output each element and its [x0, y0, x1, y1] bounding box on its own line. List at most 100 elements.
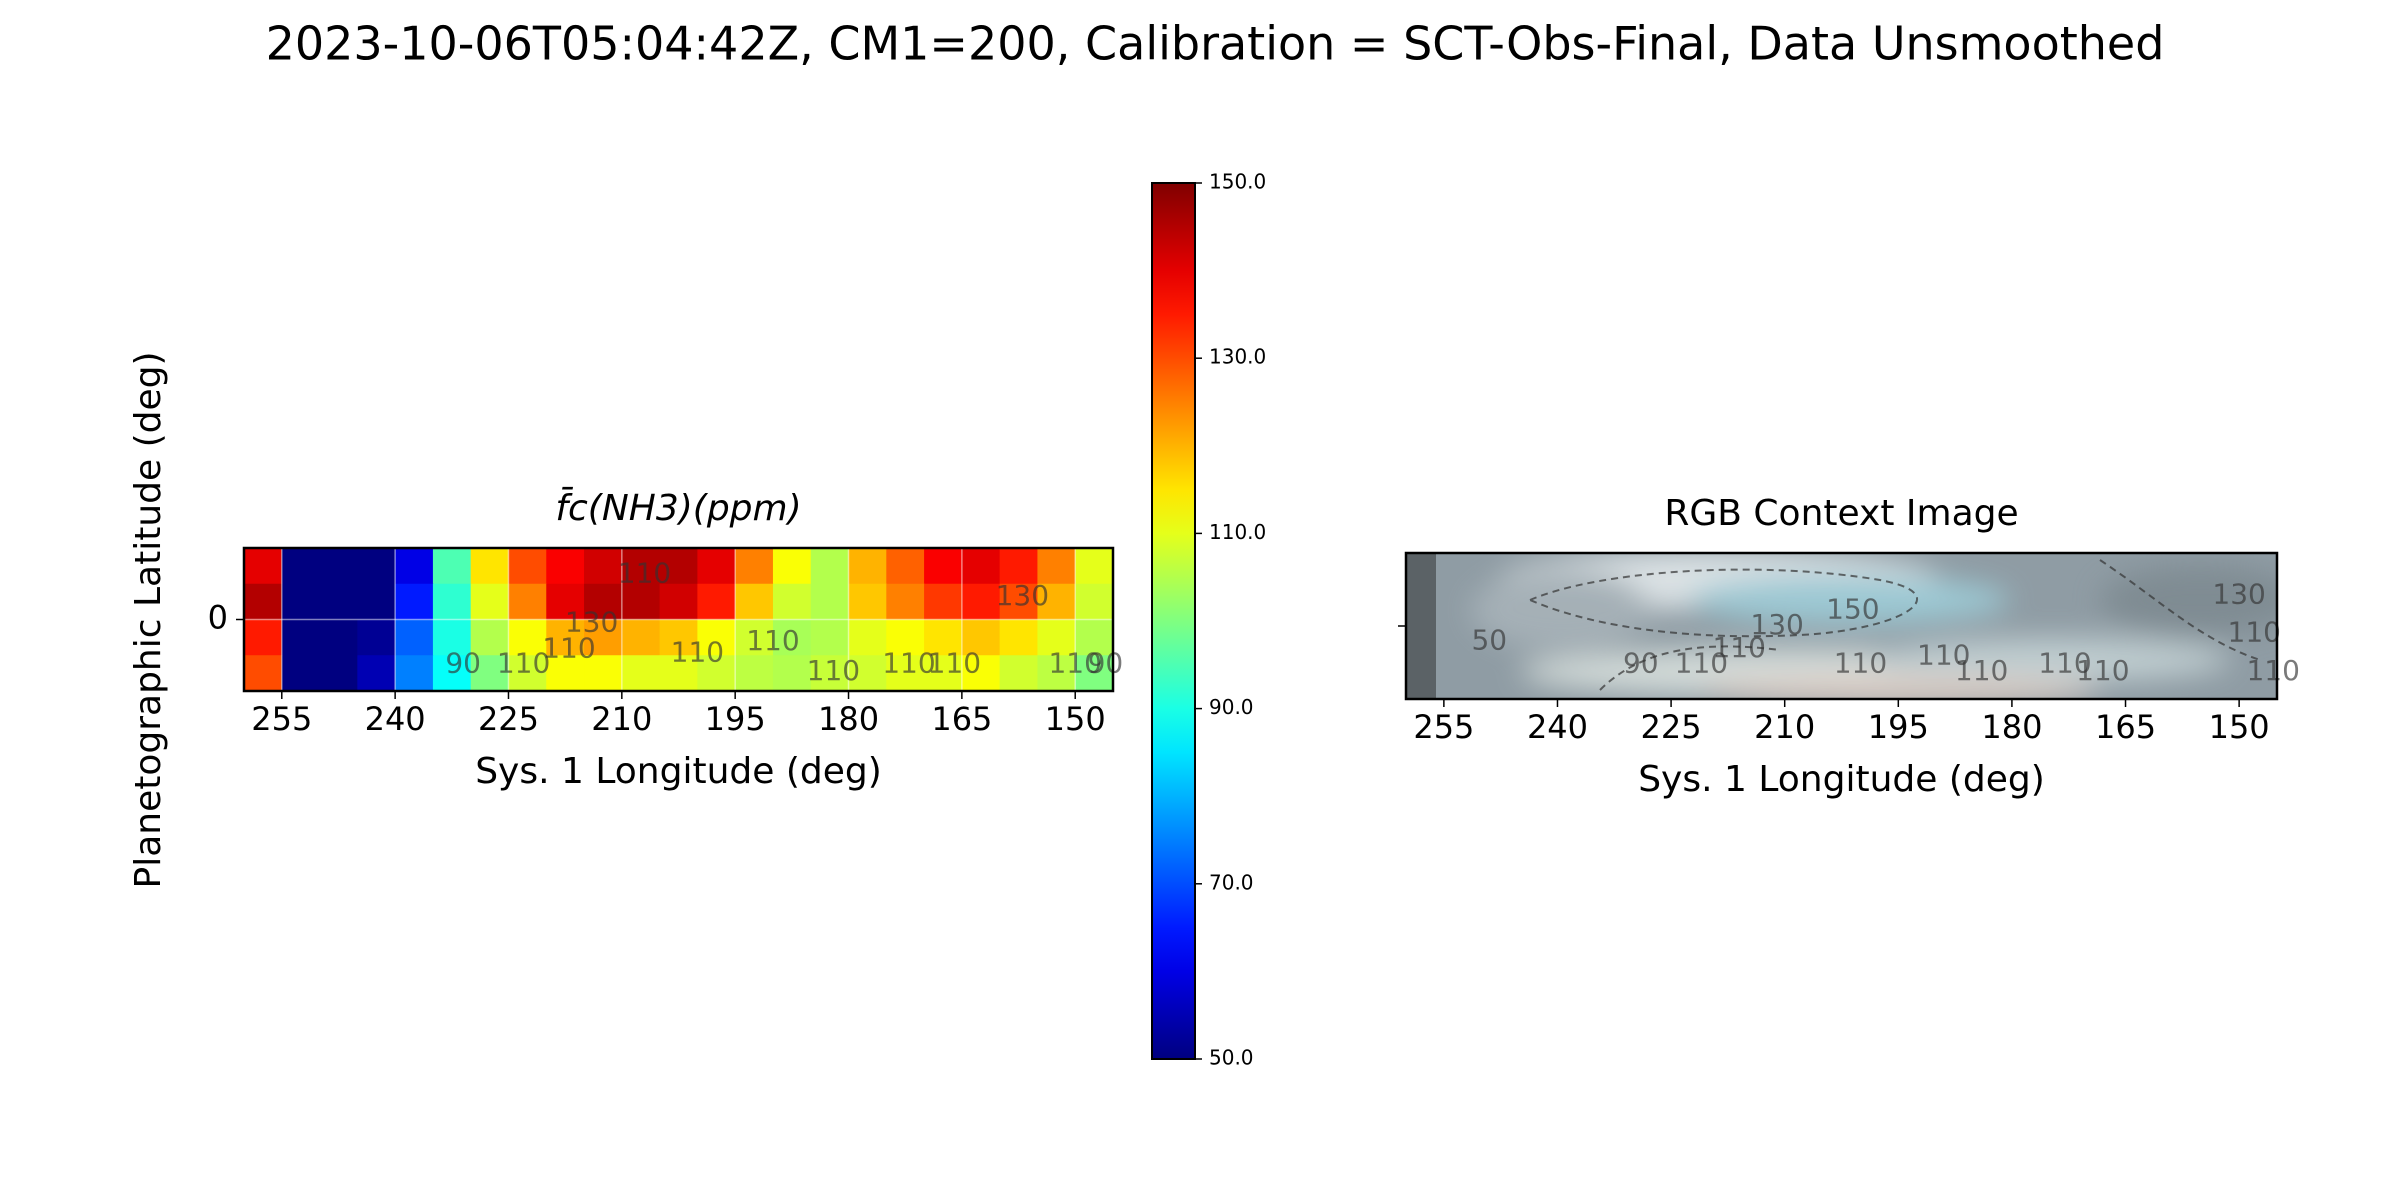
heat-cell	[735, 655, 774, 692]
contour-label: 110	[618, 556, 671, 589]
heat-cell	[697, 548, 736, 585]
heat-cell	[281, 548, 321, 585]
heat-cell	[357, 583, 396, 621]
contour-label: 110	[1917, 639, 1970, 672]
heat-cell	[1075, 655, 1114, 692]
heat-cell	[659, 655, 698, 692]
heat-cell	[584, 619, 623, 656]
heat-cell	[1075, 619, 1114, 656]
x-tick-label: 240	[365, 700, 426, 738]
x-tick-label: 195	[705, 700, 766, 738]
heat-cell	[1037, 583, 1076, 621]
heat-cell	[848, 619, 887, 656]
contour-label: 110	[1048, 647, 1101, 680]
heat-cell	[432, 655, 472, 692]
heat-cell	[470, 655, 510, 692]
heat-cell	[584, 548, 623, 585]
heat-cell	[659, 548, 698, 585]
contour-label: 130	[1750, 608, 1803, 641]
x-tick-label: 210	[591, 700, 652, 738]
heat-cell	[432, 583, 472, 621]
heat-cell	[621, 619, 661, 656]
heat-cell	[319, 548, 358, 585]
x-tick-label: 255	[1413, 708, 1474, 746]
heat-cell	[508, 583, 547, 621]
contour-label: 110	[497, 647, 550, 680]
x-tick-label: 180	[1981, 708, 2042, 746]
contour-label: 110	[2246, 654, 2299, 687]
heat-cell	[244, 548, 283, 585]
heat-cell	[546, 548, 585, 585]
heat-cell	[470, 619, 510, 656]
contour-label: 130	[996, 579, 1049, 612]
x-tick-label: 225	[478, 700, 539, 738]
x-tick-label: 195	[1868, 708, 1929, 746]
heat-cell	[924, 548, 963, 585]
heat-cell	[244, 619, 283, 656]
heat-cell	[961, 548, 1001, 585]
heat-cell	[357, 548, 396, 585]
heat-cell	[546, 583, 585, 621]
heat-cell	[924, 583, 963, 621]
contour-label: 110	[1675, 646, 1728, 679]
colorbar	[1151, 182, 1196, 1060]
contour-label: 110	[671, 635, 724, 668]
x-axis-label: Sys. 1 Longitude (deg)	[475, 751, 882, 792]
x-tick-label: 240	[1527, 708, 1588, 746]
x-tick-label: 210	[1754, 708, 1815, 746]
heat-cell	[1075, 583, 1114, 621]
y-axis-label: Planetographic Latitude (deg)	[128, 351, 169, 888]
x-tick-label: 150	[1045, 700, 1106, 738]
heat-cell	[961, 583, 1001, 621]
heat-cell	[357, 619, 396, 656]
heat-cell	[924, 619, 963, 656]
heat-cell	[319, 619, 358, 656]
colorbar-tick-label: 130.0	[1209, 345, 1266, 369]
contour-label: 110	[2228, 616, 2281, 649]
contour-label: 90	[1088, 647, 1124, 680]
x-axis-label: Sys. 1 Longitude (deg)	[1638, 759, 2045, 800]
heat-cell	[1075, 548, 1114, 585]
heat-cell	[810, 583, 850, 621]
x-tick-label: 180	[818, 700, 879, 738]
heat-cell	[281, 619, 321, 656]
heat-cell	[848, 655, 887, 692]
heat-cell	[546, 619, 585, 656]
heat-cell	[621, 548, 661, 585]
heat-cell	[1037, 655, 1076, 692]
x-tick-label: 225	[1641, 708, 1702, 746]
heat-cell	[432, 619, 472, 656]
colorbar-tick-label: 50.0	[1209, 1046, 1254, 1070]
contour-label: 90	[445, 647, 481, 680]
heat-cell	[319, 583, 358, 621]
heat-cell	[848, 583, 887, 621]
heat-cell	[810, 548, 850, 585]
heat-cell	[357, 655, 396, 692]
heat-cell	[281, 583, 321, 621]
contour-label: 150	[1826, 593, 1879, 626]
contour-label: 110	[1834, 646, 1887, 679]
heat-cell	[244, 655, 283, 692]
heat-cell	[244, 583, 283, 621]
rgb-image	[1406, 553, 2277, 699]
x-tick-label: 255	[251, 700, 312, 738]
heat-cell	[621, 655, 661, 692]
contour-label: 110	[542, 632, 595, 665]
heat-cell	[961, 619, 1001, 656]
colorbar-tick-label: 70.0	[1209, 870, 1254, 894]
heat-cell	[470, 548, 510, 585]
x-tick-label: 150	[2209, 708, 2270, 746]
colorbar-tick-label: 90.0	[1209, 695, 1254, 719]
heat-cell	[584, 655, 623, 692]
heat-cell	[735, 548, 774, 585]
heat-cell	[886, 548, 925, 585]
heat-cell	[999, 655, 1039, 692]
heat-cell	[1037, 548, 1076, 585]
heat-cell	[924, 655, 963, 692]
panel-title: RGB Context Image	[1664, 493, 2018, 534]
heat-cell	[1037, 619, 1076, 656]
heat-cell	[848, 548, 887, 585]
contour-label: 110	[807, 654, 860, 687]
contour-label: 110	[928, 647, 981, 680]
